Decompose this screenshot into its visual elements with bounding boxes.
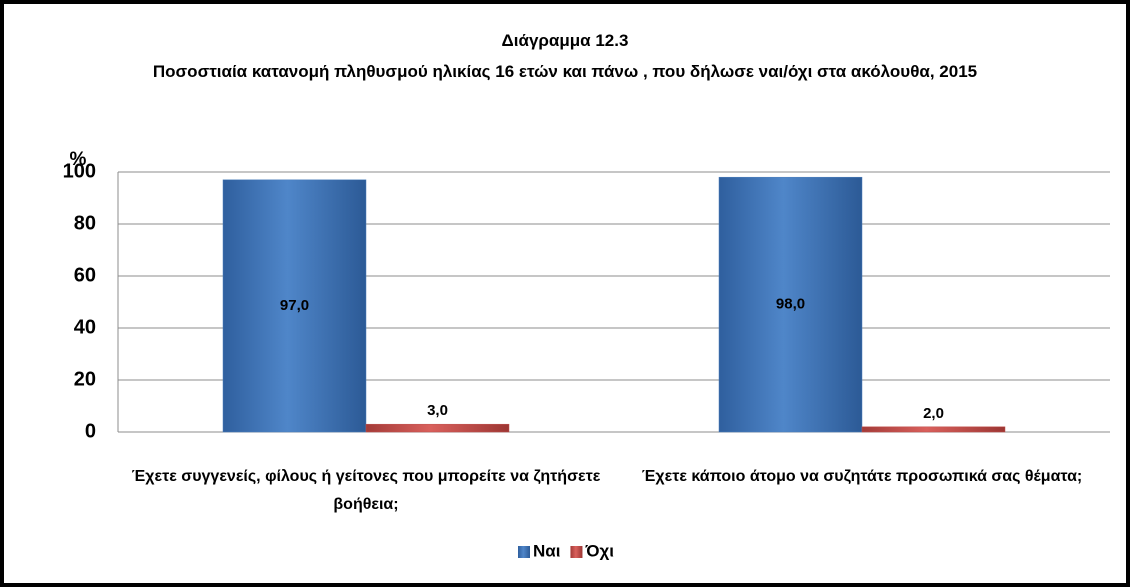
x-tick-label: Έχετε κάποιο άτομο να συζητάτε προσωπικά… — [641, 468, 1083, 485]
y-tick-label: 100 — [63, 160, 96, 182]
chart-title: Διάγραμμα 12.3 — [501, 31, 629, 50]
bar — [365, 423, 510, 433]
bar — [861, 426, 1006, 433]
legend-label: Ναι — [533, 541, 561, 560]
y-tick-label: 40 — [74, 316, 96, 338]
y-tick-label: 60 — [74, 264, 96, 286]
data-label: 98,0 — [776, 296, 805, 313]
chart-subtitle: Ποσοστιαία κατανομή πληθυσμού ηλικίας 16… — [152, 62, 978, 81]
data-label: 3,0 — [427, 402, 448, 419]
bar — [718, 176, 863, 433]
bar — [222, 179, 367, 433]
y-tick-label: 0 — [85, 420, 96, 442]
data-label: 2,0 — [923, 405, 944, 422]
y-tick-label: 80 — [74, 212, 96, 234]
legend-swatch — [570, 546, 583, 558]
legend-swatch — [518, 546, 530, 558]
legend-label: Όχι — [584, 541, 614, 560]
data-label: 97,0 — [280, 297, 309, 314]
x-tick-label: Έχετε συγγενείς, φίλους ή γείτονες που μ… — [131, 468, 601, 513]
y-tick-label: 20 — [74, 368, 96, 390]
y-axis-label: % — [70, 149, 87, 170]
